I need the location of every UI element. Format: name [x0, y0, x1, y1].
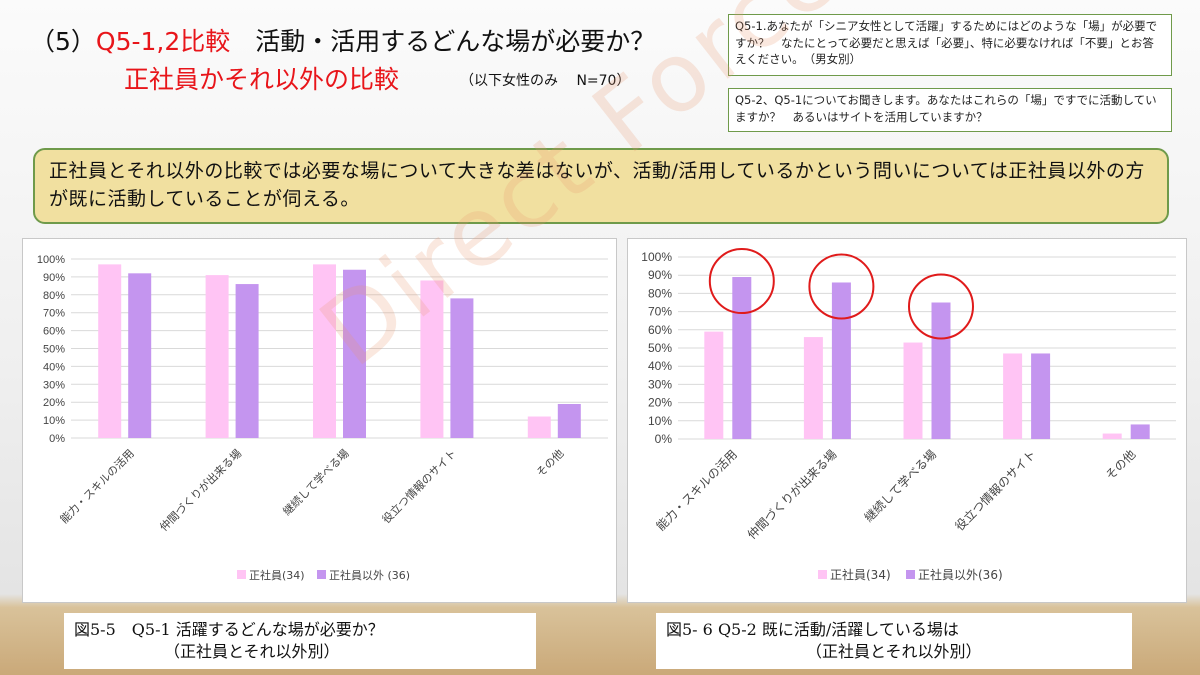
y-tick-label: 60% — [648, 323, 672, 337]
category-label: 役立つ情報のサイト — [379, 446, 459, 526]
bar-seishain — [1003, 353, 1023, 439]
bar-seishain-igai — [831, 282, 851, 439]
y-tick-label: 0% — [655, 432, 673, 446]
bar-seishain — [803, 337, 823, 439]
legend-swatch — [906, 570, 915, 579]
bar-seishain — [98, 264, 122, 438]
y-tick-label: 20% — [43, 397, 65, 409]
bar-seishain — [313, 264, 336, 438]
summary-box: 正社員とそれ以外の比較では必要な場について大きな差はないが、活動/活用しているか… — [33, 148, 1169, 224]
legend-label: 正社員以外(36) — [918, 567, 1003, 582]
page-title-line2: 正社員かそれ以外の比較 — [124, 65, 400, 94]
category-label: その他 — [1103, 447, 1138, 482]
y-tick-label: 30% — [648, 377, 672, 391]
category-label: 仲間づくりが出来る場 — [744, 447, 839, 542]
y-tick-label: 40% — [648, 359, 672, 373]
bar-seishain — [903, 342, 923, 439]
bar-seishain — [205, 275, 229, 438]
category-label: その他 — [534, 447, 567, 480]
y-tick-label: 20% — [648, 396, 672, 410]
category-label: 継続して学べる場 — [280, 446, 352, 518]
caption-figure-5-6: 図5- 6 Q5-2 既に活動/活躍している場は （正社員とそれ以外別） — [656, 613, 1132, 669]
legend-label: 正社員(34) — [249, 568, 305, 582]
y-tick-label: 100% — [37, 254, 65, 266]
bar-seishain-igai — [343, 269, 366, 438]
legend-swatch — [237, 570, 246, 579]
bar-seishain — [527, 416, 551, 438]
page-subtitle: （以下女性のみ N=70） — [460, 73, 631, 89]
legend-label: 正社員以外 (36) — [329, 568, 410, 582]
bar-seishain-igai — [732, 277, 752, 439]
y-tick-label: 80% — [43, 290, 65, 302]
y-tick-label: 70% — [648, 305, 672, 319]
caption-figure-5-5: 図5-5 Q5-1 活躍するどんな場が必要か？ （正社員とそれ以外別） — [64, 613, 536, 669]
highlight-circle — [908, 273, 974, 340]
question-box-q5-1: Q5-1.あなたが「シニア女性として活躍」するためにはどのような「場」が必要です… — [728, 14, 1172, 76]
title-rest: 活動・活用するどんな場が必要か？ — [230, 27, 656, 56]
category-label: 能力・スキルの活用 — [654, 447, 740, 533]
bar-seishain — [1102, 433, 1122, 439]
bar-seishain — [420, 280, 444, 438]
caption-line2: （正社員とそれ以外別） — [806, 641, 982, 661]
category-label: 仲間づくりが出来る場 — [157, 446, 245, 534]
y-tick-label: 90% — [648, 268, 672, 282]
chart-q5-1: 0% 10% 20% 30% 40% 50% 60% 70% 80% 90% 100% 能力・スキルの… — [37, 254, 608, 582]
caption-line1: 図5- 6 Q5-2 既に活動/活躍している場は — [666, 620, 959, 639]
y-tick-label: 90% — [43, 272, 65, 284]
legend-label: 正社員(34) — [830, 567, 891, 582]
chart-q5-2: 0% 10% 20% 30% 40% 50% 60% 70% 80% 90% 100% 能力・スキルの… — [641, 248, 1176, 582]
y-tick-label: 30% — [43, 379, 65, 391]
y-tick-label: 50% — [648, 341, 672, 355]
highlight-circle — [808, 253, 875, 320]
y-tick-label: 40% — [43, 361, 65, 373]
y-tick-label: 80% — [648, 286, 672, 300]
caption-line1: 図5-5 Q5-1 活躍するどんな場が必要か？ — [74, 620, 384, 639]
y-tick-label: 10% — [648, 414, 672, 428]
page-title: （5）Q5-1,2比較 活動・活用するどんな場が必要か？ — [30, 22, 655, 58]
category-label: 継続して学べる場 — [861, 447, 939, 525]
y-tick-label: 100% — [641, 250, 672, 264]
bar-seishain-igai — [1130, 424, 1150, 439]
y-tick-label: 60% — [43, 326, 65, 338]
legend-swatch — [818, 570, 827, 579]
bar-seishain-igai — [931, 302, 951, 439]
chart-panel-right: 0% 10% 20% 30% 40% 50% 60% 70% 80% 90% 100% 能力・スキルの… — [627, 238, 1187, 603]
bar-seishain-igai — [128, 273, 152, 438]
y-tick-label: 10% — [43, 415, 65, 427]
question-box-q5-2: Q5-2、Q5-1についてお聞きします。あなたはこれらの「場」ですでに活動してい… — [728, 88, 1172, 132]
category-label: 役立つ情報のサイト — [952, 447, 1039, 534]
bar-seishain — [704, 331, 724, 439]
bar-seishain-igai — [235, 284, 259, 438]
bar-seishain-igai — [1031, 353, 1051, 439]
bar-seishain-igai — [450, 298, 474, 438]
legend-swatch — [317, 570, 326, 579]
chart-panel-left: 0% 10% 20% 30% 40% 50% 60% 70% 80% 90% 100% 能力・スキルの… — [22, 238, 617, 603]
y-tick-label: 50% — [43, 344, 65, 356]
y-tick-label: 70% — [43, 308, 65, 320]
bar-seishain-igai — [557, 403, 581, 438]
caption-line2: （正社員とそれ以外別） — [164, 641, 340, 661]
category-label: 能力・スキルの活用 — [57, 446, 137, 526]
highlight-circle — [708, 248, 775, 315]
title-prefix: （5） — [30, 27, 96, 56]
y-tick-label: 0% — [49, 433, 65, 445]
title-code: Q5-1,2比較 — [95, 27, 231, 56]
